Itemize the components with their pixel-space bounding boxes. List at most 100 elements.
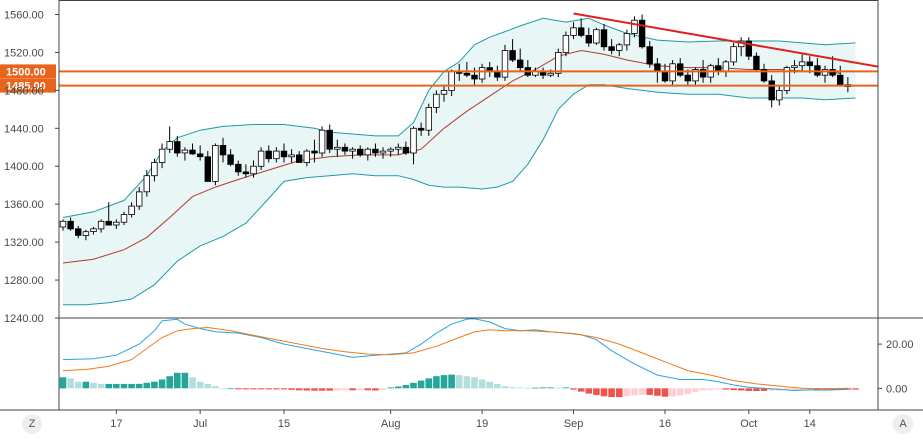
bollinger-lower-line — [63, 84, 856, 306]
histogram-bar — [501, 386, 509, 389]
candle-body — [517, 59, 524, 68]
price-tick-label: 1320.00 — [4, 237, 44, 249]
candle-body — [295, 154, 303, 163]
candle-body — [433, 93, 440, 108]
candle-body — [204, 156, 211, 182]
candle-body — [677, 63, 684, 76]
histogram-bar — [455, 375, 463, 389]
candle-body — [425, 107, 432, 131]
candle-body — [570, 27, 577, 36]
histogram-bar — [730, 388, 737, 391]
candle-body — [189, 149, 196, 155]
candle-body — [501, 50, 509, 78]
candle-body — [745, 40, 752, 57]
candle-body — [334, 146, 341, 150]
histogram-bar — [532, 387, 539, 389]
candle-body — [90, 228, 97, 233]
histogram-bar — [379, 388, 387, 390]
time-tick-label: 16 — [659, 418, 671, 430]
osc-tick-label: 20.00 — [886, 339, 914, 351]
histogram-bar — [105, 383, 112, 389]
price-tick-label: 1240.00 — [4, 313, 44, 325]
histogram-bar — [334, 388, 341, 391]
histogram-bar — [638, 388, 646, 395]
histogram-bar — [699, 388, 707, 391]
candle-body — [760, 69, 768, 82]
bollinger-upper-line — [62, 17, 856, 218]
candle-body — [578, 27, 585, 36]
histogram-bar — [295, 388, 303, 391]
candle-body — [395, 146, 402, 150]
histogram-bar — [631, 388, 638, 396]
histogram-bar — [90, 382, 97, 389]
histogram-bar — [311, 388, 318, 391]
histogram-bar — [509, 387, 516, 389]
level-price-tag — [0, 78, 56, 93]
candle-body — [75, 228, 82, 236]
candle-body — [135, 191, 143, 207]
candle-body — [608, 46, 615, 51]
histogram-bar — [128, 383, 135, 389]
time-tick-label: Sep — [564, 418, 584, 430]
time-tick-label: 15 — [278, 418, 290, 430]
histogram-bar — [196, 381, 204, 389]
histogram-bar — [768, 388, 775, 391]
histogram-bar — [387, 387, 394, 389]
histogram-bar — [798, 388, 806, 390]
histogram-bar — [577, 388, 585, 392]
candle-body — [509, 50, 516, 61]
histogram-bar — [189, 377, 196, 389]
candle-body — [753, 55, 760, 70]
histogram-bar — [212, 386, 219, 389]
candle-body — [181, 149, 189, 154]
histogram-bar — [120, 383, 128, 389]
histogram-bar — [395, 386, 402, 389]
left-corner-button[interactable]: Z — [22, 414, 42, 434]
candle-body — [151, 161, 158, 177]
candle-body — [372, 148, 379, 154]
histogram-bar — [692, 388, 699, 392]
candle-body — [410, 127, 417, 154]
oscillator-line — [62, 318, 848, 392]
histogram-bar — [235, 388, 242, 390]
histogram-bar — [654, 388, 661, 396]
candle-body — [768, 80, 775, 101]
price-tick-label: 1400.00 — [4, 161, 44, 173]
candle-body — [196, 153, 204, 158]
candle-body — [67, 220, 74, 230]
time-tick-label: Jul — [193, 418, 207, 430]
candle-body — [120, 214, 128, 223]
histogram-bar — [425, 378, 433, 389]
candle-body — [105, 220, 112, 226]
candle-body — [776, 90, 783, 101]
histogram-bar — [433, 376, 440, 389]
histogram-bar — [608, 388, 615, 398]
histogram-bar — [181, 372, 189, 389]
resistance-trendline — [573, 12, 879, 68]
histogram-bar — [364, 388, 372, 391]
price-tick-label: 1440.00 — [4, 123, 44, 135]
histogram-bar — [82, 381, 90, 389]
histogram-bar — [303, 388, 311, 391]
histogram-bar — [791, 388, 798, 391]
candle-body — [791, 65, 798, 68]
candle-body — [623, 33, 631, 46]
histogram-bar — [288, 388, 295, 390]
histogram-bar — [67, 378, 74, 389]
candle-body — [837, 74, 844, 86]
candle-body — [318, 129, 326, 154]
candle-body — [82, 231, 90, 236]
right-corner-button[interactable]: A — [893, 414, 913, 434]
histogram-bar — [600, 388, 608, 397]
candle-body — [242, 171, 250, 175]
histogram-bar — [844, 388, 852, 390]
time-tick-label: Oct — [740, 418, 757, 430]
histogram-bar — [440, 375, 448, 389]
histogram-bar — [113, 383, 120, 389]
histogram-bar — [646, 388, 653, 395]
candle-body — [638, 19, 646, 48]
histogram-bar — [783, 388, 791, 391]
histogram-bar — [737, 388, 745, 391]
